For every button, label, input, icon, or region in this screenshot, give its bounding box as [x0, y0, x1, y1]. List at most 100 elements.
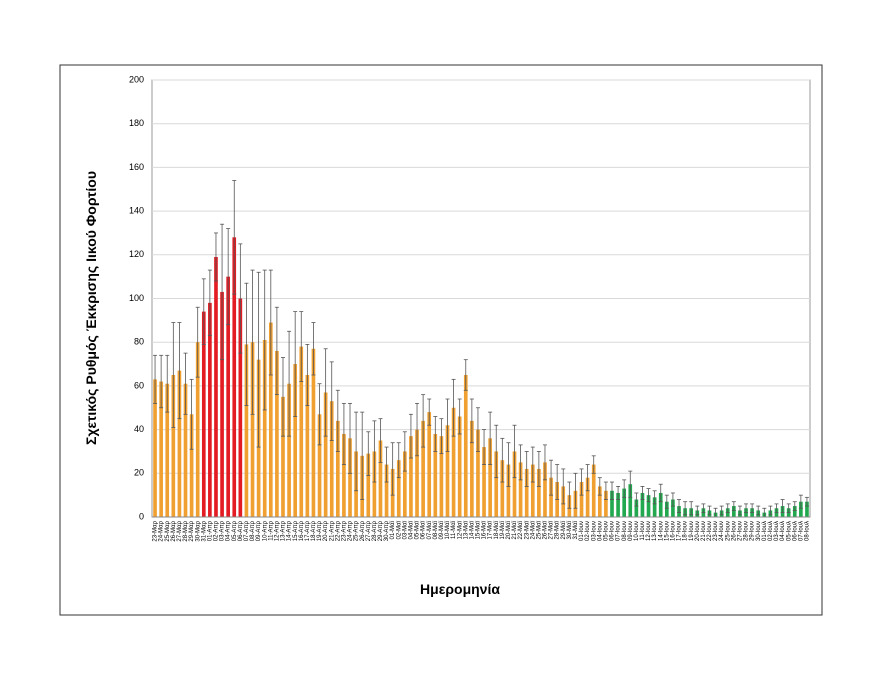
x-tick-label: 17-Απρ — [305, 520, 311, 541]
x-tick-label: 22-Απρ — [335, 520, 341, 541]
bar — [159, 381, 163, 517]
bar — [494, 451, 499, 517]
bar — [792, 506, 797, 517]
bar — [524, 468, 529, 517]
y-tick-label: 160 — [129, 162, 144, 172]
bar — [646, 495, 651, 517]
y-tick-label: 80 — [134, 337, 144, 347]
bar — [281, 396, 285, 517]
x-tick-label: 02-Απρ — [214, 520, 220, 541]
bar — [585, 477, 590, 517]
x-tick-label: 14-Μαϊ — [469, 520, 475, 539]
x-tick-label: 08-Ιουλ — [805, 521, 811, 541]
x-tick-label: 25-Απρ — [354, 520, 360, 541]
x-tick-label: 25-Ιουν — [725, 521, 731, 541]
x-tick-label: 12-Μαϊ — [457, 520, 463, 539]
x-tick-label: 16-Ιουν — [670, 521, 676, 541]
bar — [189, 414, 194, 517]
x-tick-label: 22-Ιουν — [707, 521, 713, 541]
bar — [482, 447, 486, 517]
x-tick-label: 18-Μαϊ — [494, 520, 500, 539]
x-tick-label: 29-Μαϊ — [561, 520, 567, 539]
bar — [805, 501, 809, 517]
y-tick-label: 0 — [139, 511, 144, 521]
x-tick-label: 30-Μαρ — [195, 520, 201, 541]
x-tick-label: 02-Μαϊ — [396, 520, 402, 539]
x-tick-label: 15-Μαϊ — [476, 520, 482, 539]
bar — [409, 436, 413, 517]
x-tick-label: 07-Μαϊ — [427, 520, 433, 539]
x-tick-label: 05-Ιουν — [603, 521, 609, 541]
x-tick-label: 24-Μαϊ — [530, 520, 536, 539]
x-tick-label: 19-Απρ — [317, 520, 323, 541]
x-tick-label: 24-Ιουν — [719, 521, 725, 541]
x-tick-label: 22-Μαϊ — [518, 520, 524, 539]
bar — [512, 451, 517, 517]
x-tick-label: 25-Μαρ — [165, 520, 171, 541]
x-tick-label: 21-Απρ — [329, 520, 335, 541]
bar — [165, 383, 170, 517]
x-tick-label: 14-Απρ — [287, 520, 293, 541]
bar — [628, 484, 633, 517]
x-tick-label: 29-Απρ — [378, 520, 384, 541]
bar — [366, 453, 371, 517]
bar — [323, 392, 328, 517]
bar — [652, 497, 657, 517]
bar — [305, 374, 310, 517]
x-tick-label: 04-Ιουν — [597, 521, 603, 541]
x-tick-label: 28-Μαϊ — [555, 520, 561, 539]
y-tick-label: 100 — [129, 293, 144, 303]
bar — [275, 350, 279, 517]
bar — [439, 436, 444, 517]
x-tick-label: 03-Μαϊ — [402, 520, 408, 539]
x-tick-label: 23-Ιουν — [713, 521, 719, 541]
y-tick-label: 180 — [129, 118, 144, 128]
x-tick-label: 26-Μαρ — [171, 520, 177, 541]
bar — [342, 433, 346, 517]
bar — [372, 451, 377, 517]
x-tick-label: 06-Μαϊ — [421, 520, 427, 539]
x-tick-label: 11-Ιουν — [640, 521, 646, 541]
bar — [445, 425, 450, 517]
x-tick-label: 23-Μαρ — [153, 520, 159, 541]
bar — [250, 342, 255, 517]
bar — [208, 302, 212, 517]
x-tick-label: 09-Ιουν — [628, 521, 634, 541]
x-tick-label: 30-Μαϊ — [567, 520, 573, 539]
bar — [220, 291, 224, 517]
x-tick-label: 11-Απρ — [268, 520, 274, 540]
bar — [384, 464, 389, 517]
x-tick-label: 09-Απρ — [256, 520, 262, 541]
y-tick-label: 120 — [129, 249, 144, 259]
x-tick-label: 18-Ιουν — [683, 521, 689, 541]
x-tick-label: 05-Απρ — [232, 520, 238, 541]
x-tick-label: 26-Ιουν — [731, 521, 737, 541]
x-tick-label: 16-Μαϊ — [482, 520, 488, 539]
bar — [396, 460, 401, 517]
x-tick-label: 11-Μαϊ — [451, 520, 457, 539]
bar — [604, 490, 608, 517]
bar — [171, 374, 176, 517]
x-tick-label: 21-Μαϊ — [512, 520, 518, 539]
x-tick-label: 16-Απρ — [299, 520, 305, 541]
bar — [470, 420, 474, 517]
y-tick-label: 20 — [134, 468, 144, 478]
x-tick-label: 04-Απρ — [226, 520, 232, 541]
bar — [664, 501, 669, 517]
x-tick-label: 24-Απρ — [348, 520, 354, 541]
bar — [530, 464, 535, 517]
x-tick-label: 06-Ιουλ — [792, 521, 798, 541]
bar — [640, 492, 645, 517]
bar — [433, 433, 438, 517]
bar — [232, 237, 237, 517]
x-tick-label: 14-Ιουν — [658, 521, 664, 541]
bar — [543, 462, 547, 517]
x-tick-label: 17-Μαϊ — [488, 520, 494, 539]
bar — [403, 451, 407, 517]
bar — [476, 429, 480, 517]
x-tick-label: 01-Απρ — [207, 520, 213, 541]
bar — [457, 416, 462, 517]
x-tick-label: 29-Ιουν — [750, 521, 756, 541]
x-tick-label: 26-Μαϊ — [543, 520, 549, 539]
